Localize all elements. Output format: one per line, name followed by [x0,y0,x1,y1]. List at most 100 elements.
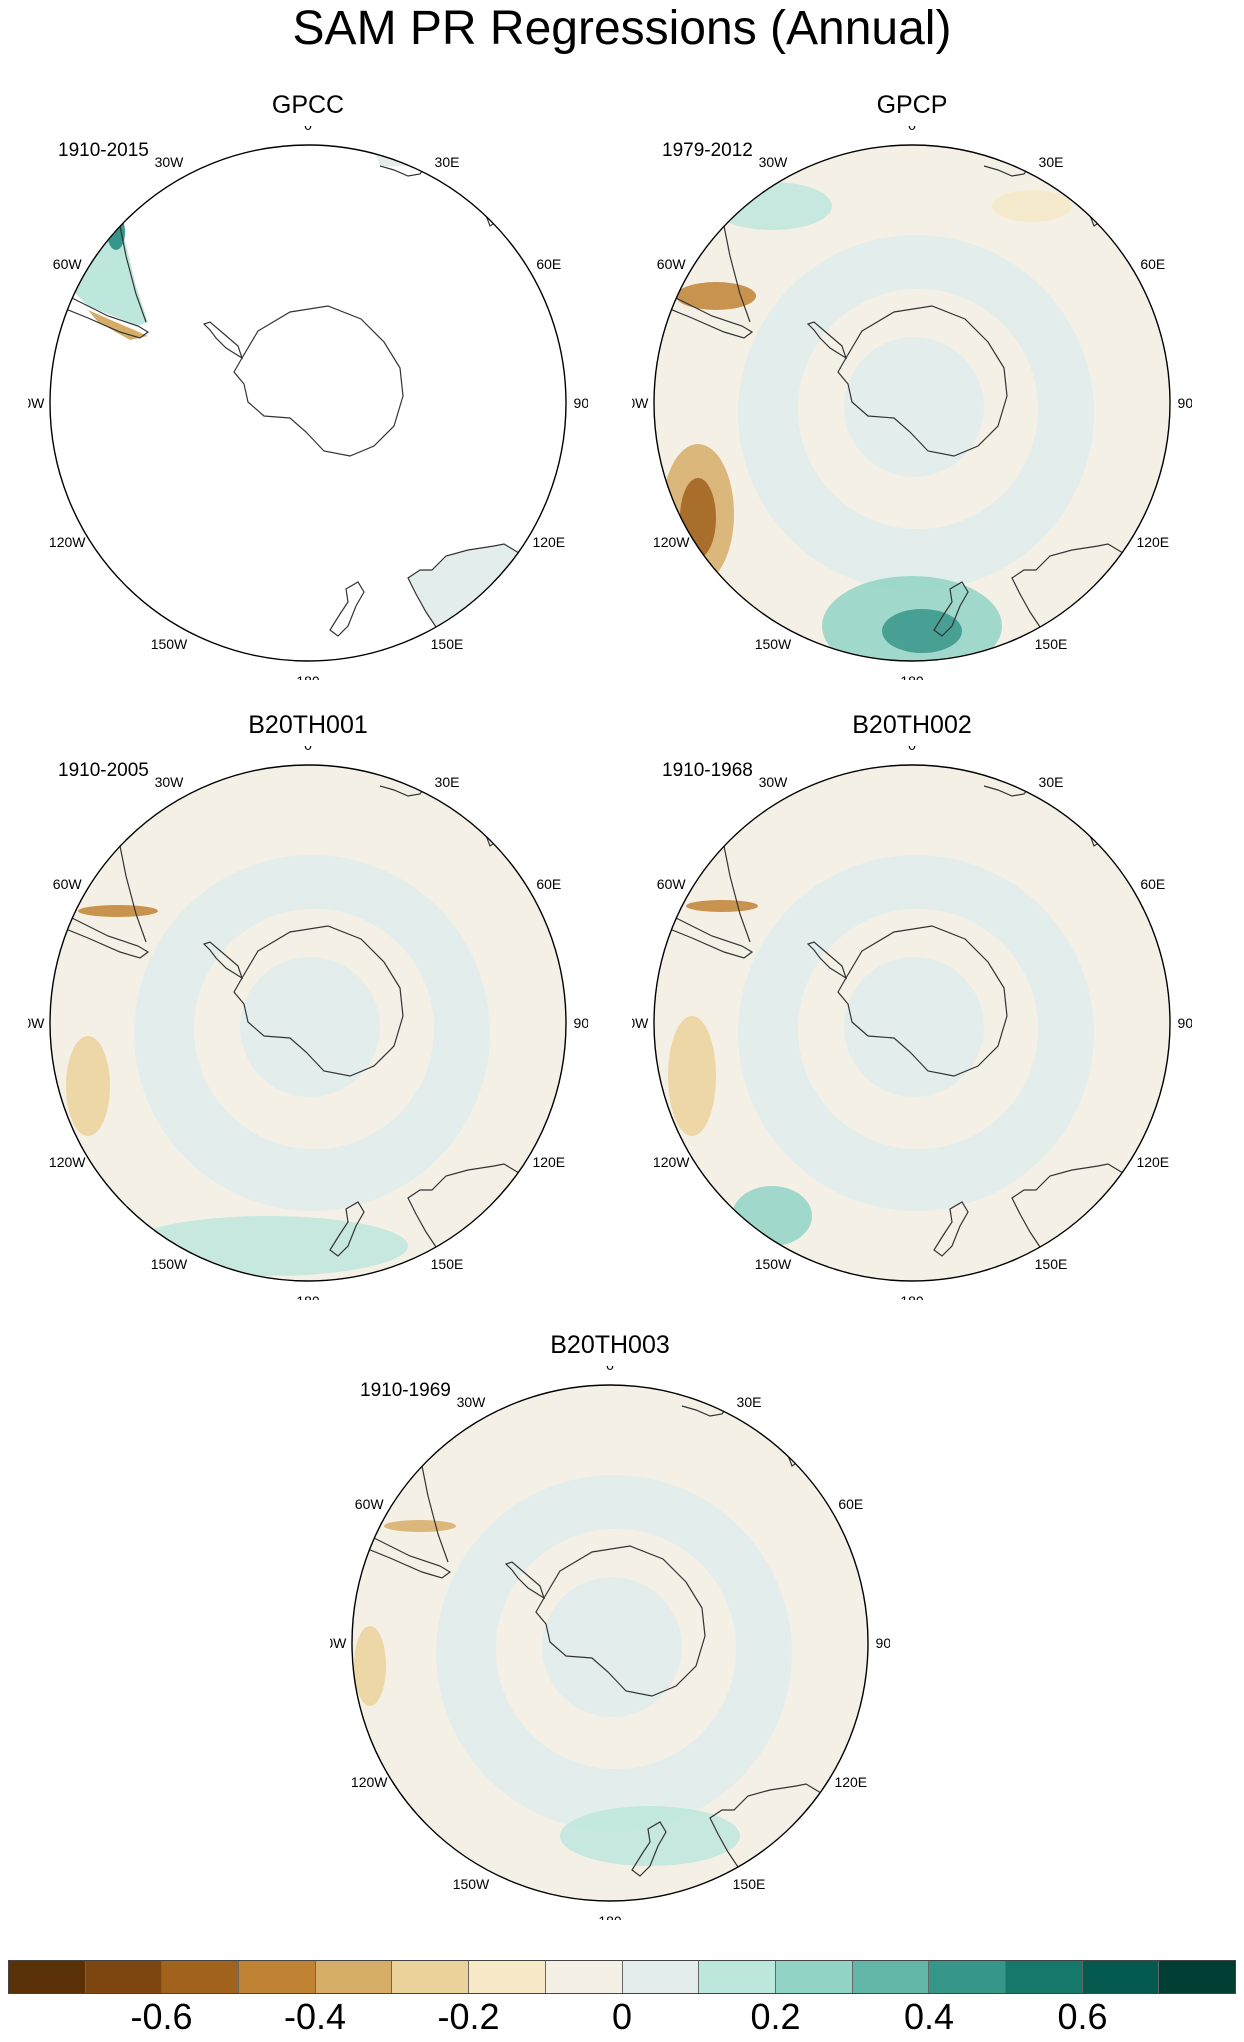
field-patch [992,190,1072,222]
lon-label-120w: 120W [49,1154,86,1170]
colorbar-swatch [699,1961,776,1993]
lon-label-60w: 60W [53,256,83,272]
lon-label-60w: 60W [657,876,687,892]
field-patch [66,1036,110,1136]
colorbar-swatch [1082,1961,1160,1993]
colorbar-swatch [929,1961,1006,1993]
field-core [844,957,984,1097]
lon-label-60w: 60W [657,256,687,272]
period-label: 1910-2005 [58,760,149,781]
lon-label-90w: 90W [632,395,649,411]
polar-map-b20th001: 0 30E 60E 90E 120E 150E 180 150W 120W 90W 60W 30W [28,746,588,1300]
colorbar-tick-label: 0.6 [1057,1996,1108,2037]
colorbar-swatch [315,1961,393,1993]
colorbar-tick-label: -0.4 [283,1996,347,2037]
coastline [352,1525,452,1579]
field-patch [88,310,148,340]
lon-label-180: 180 [598,1913,622,1920]
map-panel-b20th001: B20TH001 1910-2005 0 30E 60E 90E 120E 150E 180… [28,710,588,1300]
polar-map-gpcp: 0 30E 60E 90E 120E 150E 180 150W 120W 90W 60W 30W [632,126,1192,680]
panel-title: GPCC [271,91,345,119]
map-rim [653,144,1171,662]
coastline [806,941,848,980]
lon-label-30e: 30E [435,154,460,170]
colorbar-swatch [469,1961,546,1993]
map-rim [49,764,567,1282]
lon-label-90w: 90W [28,1015,45,1031]
lon-label-90e: 90E [574,1015,588,1031]
lon-label-150w: 150W [151,1256,188,1272]
coastline [933,581,969,637]
period-label: 1979-2012 [662,140,753,161]
map-rim [49,144,567,662]
lon-label-120e: 120E [1136,1154,1169,1170]
map-panel-b20th003: B20TH003 1910-1969 0 30E 60E 90E 120E 150E 180… [330,1330,890,1920]
lon-label-0: 0 [908,746,916,753]
land-field-samerica [58,186,148,326]
lon-label-120e: 120E [834,1774,867,1790]
coastline [933,1201,969,1257]
lon-label-150e: 150E [431,1256,464,1272]
colorbar-tick-label: 0 [611,1996,633,2037]
coastline [233,305,404,457]
lon-label-0: 0 [908,126,916,133]
colorbar-labels: -0.6 -0.4 -0.2 0 0.2 0.4 0.6 [8,1994,1236,2042]
coastline [329,581,365,637]
lon-label-30w: 30W [155,774,185,790]
colorbar-tick-label: -0.6 [130,1996,193,2037]
lon-label-60w: 60W [355,1496,385,1512]
lon-label-180: 180 [296,673,320,680]
lon-label-30e: 30E [1039,774,1064,790]
map-panel-gpcc: GPCC 1910-2015 0 30E 60E 90E 120E 150E 180 150W… [28,90,588,680]
lon-label-30w: 30W [759,154,789,170]
colorbar-tick-label: 0.2 [750,1996,801,2037]
coastline [654,285,754,339]
field-patch [712,182,832,230]
field-patch [107,214,125,250]
lon-label-90w: 90W [632,1015,649,1031]
colorbar-swatch [239,1961,316,1993]
coastline [202,321,244,360]
lon-label-180: 180 [900,673,924,680]
coastline [806,321,848,360]
lon-label-60e: 60E [536,256,561,272]
lon-label-120e: 120E [532,1154,565,1170]
coastline [329,1201,365,1257]
lon-label-60e: 60E [1140,876,1165,892]
colorbar-swatch [85,1961,163,1993]
lon-label-60e: 60E [536,876,561,892]
lon-label-0: 0 [304,126,312,133]
lon-label-150w: 150W [755,1256,792,1272]
field-patch [384,1520,456,1532]
lon-label-60e: 60E [838,1496,863,1512]
coastline [654,905,754,959]
lon-label-180: 180 [296,1293,320,1300]
map-panel-gpcp: GPCP 1979-2012 0 30E 60E 90E 120E 150E 180 150W… [632,90,1192,680]
panel-title: B20TH002 [852,711,972,739]
lon-label-90w: 90W [28,395,45,411]
field-patch [676,282,756,310]
lon-label-90e: 90E [574,395,588,411]
lon-label-150w: 150W [151,636,188,652]
field-core [844,337,984,477]
colorbar-swatch [392,1961,470,1993]
lon-label-90w: 90W [330,1635,347,1651]
field-patch [668,1016,716,1136]
lon-label-90e: 90E [1178,1015,1192,1031]
period-label: 1910-2015 [58,140,149,161]
panel-title: B20TH003 [550,1331,670,1359]
polar-map-b20th002: 0 30E 60E 90E 120E 150E 180 150W 120W 90W 60W 30W [632,746,1192,1300]
coastline [631,1821,667,1877]
colorbar-swatch [775,1961,853,1993]
colorbar-swatch [1005,1961,1083,1993]
lon-label-150e: 150E [1035,1256,1068,1272]
lon-label-120e: 120E [532,534,565,550]
field-patch [678,818,706,854]
coastline [837,305,1008,457]
lon-label-150e: 150E [1035,636,1068,652]
lon-label-0: 0 [606,1366,614,1373]
colorbar-swatch [622,1961,700,1993]
colorbar-swatch [852,1961,930,1993]
lon-label-90e: 90E [1178,395,1192,411]
lon-label-120w: 120W [653,1154,690,1170]
